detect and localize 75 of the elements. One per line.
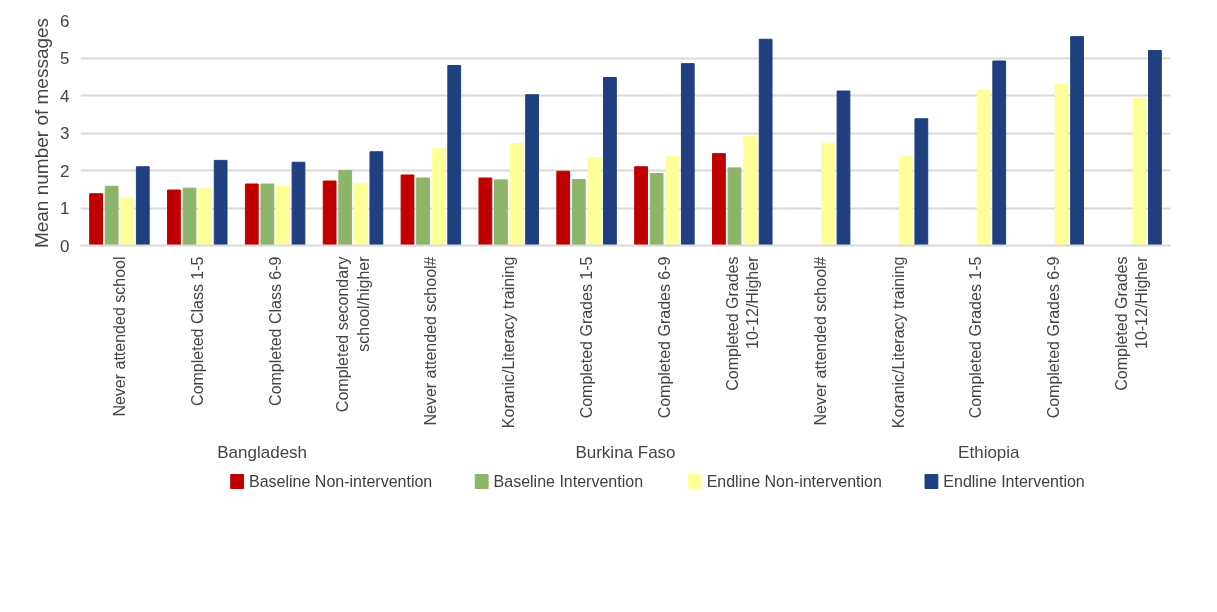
bar <box>353 183 368 246</box>
bar <box>431 148 446 246</box>
y-tick-label: 0 <box>60 236 70 256</box>
bar <box>1148 50 1162 246</box>
bar <box>758 38 773 246</box>
bar <box>509 143 524 246</box>
y-axis-title: Mean number of messages <box>31 17 53 249</box>
bar <box>603 77 617 246</box>
y-tick-label: 1 <box>60 199 70 218</box>
x-tick-label: Koranic/Literacy training <box>500 256 518 429</box>
legend-label: Endline Intervention <box>943 473 1085 490</box>
bar <box>167 189 181 246</box>
bar <box>836 90 851 246</box>
bar <box>276 186 290 246</box>
x-tick-label: Completed secondary school/higher <box>334 255 372 413</box>
bar <box>291 161 306 246</box>
bar <box>322 180 337 246</box>
y-tick-label: 2 <box>60 161 70 181</box>
bar <box>400 174 415 246</box>
x-tick-label: Completed Grades 1-5 <box>967 256 985 419</box>
bar <box>1132 98 1147 246</box>
x-tick-label: Never attended school# <box>811 256 829 426</box>
bar <box>525 94 539 246</box>
text: Ethiopia <box>958 442 1021 462</box>
bar <box>478 177 493 246</box>
y-tick-label: 5 <box>60 49 70 68</box>
bar <box>104 185 119 246</box>
bar <box>494 179 508 246</box>
bar <box>89 193 103 246</box>
bar <box>135 166 150 246</box>
legend-label: Baseline Intervention <box>493 473 644 490</box>
bar <box>712 153 726 246</box>
bar <box>244 183 259 246</box>
text: Bangladesh <box>217 442 308 462</box>
bar <box>120 197 135 246</box>
bar <box>198 187 212 246</box>
bar <box>338 170 353 246</box>
bar <box>665 156 680 246</box>
bar <box>743 136 757 246</box>
x-tick-label: Completed Grades 6-9 <box>655 256 673 419</box>
y-tick-label: 4 <box>60 86 70 106</box>
bar <box>914 118 929 246</box>
bar <box>649 173 664 246</box>
x-tick-label: Koranic/Literacy training <box>889 256 907 429</box>
bar <box>992 60 1007 246</box>
legend-label: Baseline Non-intervention <box>249 473 433 490</box>
x-tick-label: Completed Grades 10-12/Higher <box>723 255 761 391</box>
bar <box>1054 83 1069 246</box>
x-tick-label: Completed Grades 1-5 <box>578 256 596 419</box>
x-tick-label: Never attended school <box>110 256 128 417</box>
bar <box>213 159 228 246</box>
y-tick-label: 3 <box>60 124 70 143</box>
bar <box>182 187 197 246</box>
y-tick-label: 6 <box>60 11 70 31</box>
bar <box>587 156 602 246</box>
bar <box>634 166 648 246</box>
bar <box>680 63 695 246</box>
bar <box>898 155 913 246</box>
x-tick-label: Completed Grades 10-12/Higher <box>1112 255 1151 391</box>
bar <box>556 170 571 246</box>
bar <box>416 177 430 246</box>
x-tick-label: Completed Grades 6-9 <box>1045 256 1063 419</box>
bar <box>976 89 991 246</box>
x-tick-label: Completed Class 6-9 <box>266 256 284 406</box>
bar <box>447 65 462 246</box>
bar <box>1070 36 1084 246</box>
text: Burkina Faso <box>575 442 676 462</box>
bar <box>821 142 835 246</box>
legend-label: Endline Non-intervention <box>706 473 882 490</box>
bar <box>260 183 275 246</box>
bar <box>571 179 586 246</box>
x-tick-label: Never attended school# <box>422 256 440 426</box>
x-tick-label: Completed Class 1-5 <box>188 256 206 406</box>
bar <box>727 167 742 246</box>
bar <box>369 151 384 246</box>
